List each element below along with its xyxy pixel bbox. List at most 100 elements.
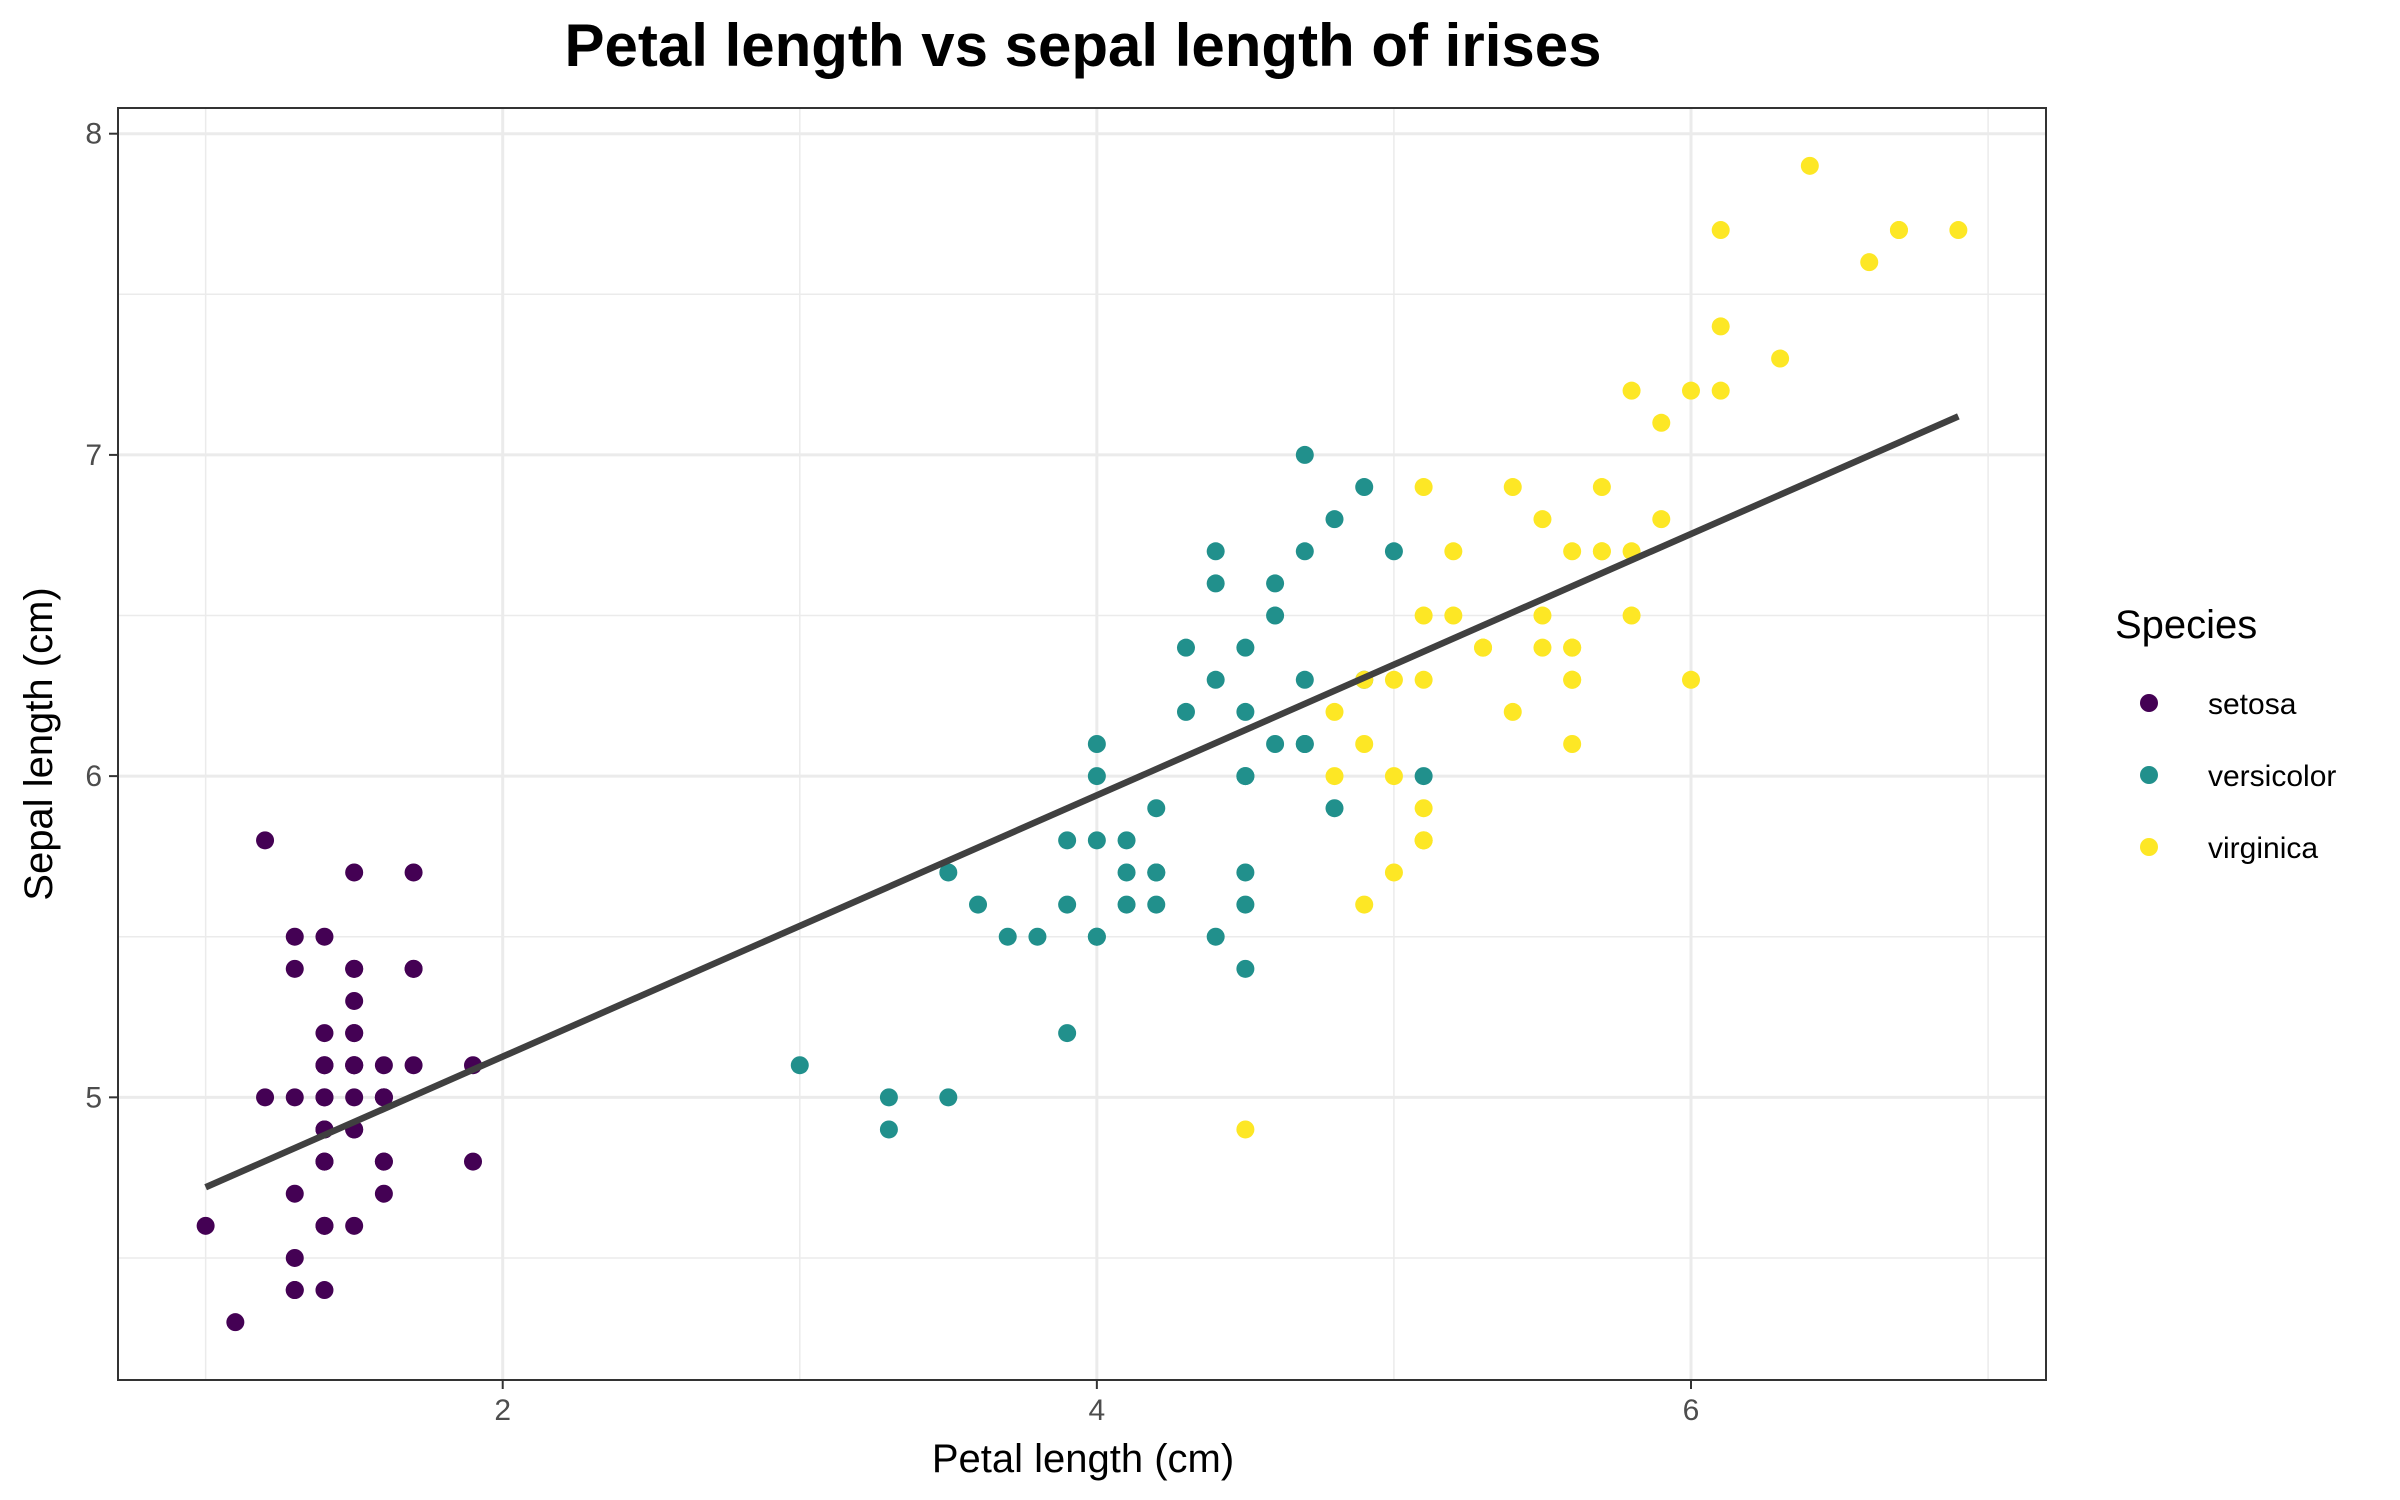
data-point [1533, 638, 1552, 657]
data-point [1384, 863, 1403, 882]
data-point [1176, 638, 1195, 657]
data-point [1652, 413, 1671, 432]
data-point [285, 1248, 304, 1267]
data-point [1087, 767, 1106, 786]
data-point [226, 1313, 245, 1332]
data-point [1414, 606, 1433, 625]
data-point [939, 863, 958, 882]
legend-item-virginica: virginica [2140, 832, 2318, 865]
data-point [285, 959, 304, 978]
legend-items: setosa versicolor virginica [2140, 688, 2336, 865]
data-point [1771, 349, 1790, 368]
data-point [879, 1088, 898, 1107]
series-setosa [196, 831, 483, 1332]
data-point [1206, 542, 1225, 561]
data-point [285, 927, 304, 946]
data-point [1236, 767, 1255, 786]
data-point [1206, 927, 1225, 946]
data-point [1384, 542, 1403, 561]
trend-line [204, 413, 1960, 1191]
data-point [1236, 1120, 1255, 1139]
data-point [1236, 863, 1255, 882]
data-point [285, 1281, 304, 1300]
data-point [1384, 767, 1403, 786]
data-point [1176, 702, 1195, 721]
legend-key [2140, 766, 2158, 784]
chart-title: Petal length vs sepal length of irises [565, 12, 1602, 79]
data-point [1474, 638, 1493, 657]
data-point [1414, 767, 1433, 786]
data-point [345, 991, 364, 1010]
data-point [1058, 1024, 1077, 1043]
data-point [1592, 542, 1611, 561]
x-tick-label: 2 [494, 1394, 511, 1427]
data-point [345, 1088, 364, 1107]
x-tick-label: 6 [1683, 1394, 1700, 1427]
data-point [1681, 670, 1700, 689]
data-point [1325, 702, 1344, 721]
data-point [1503, 702, 1522, 721]
data-point [1533, 510, 1552, 529]
data-point [1444, 542, 1463, 561]
data-point [1236, 702, 1255, 721]
data-point [285, 1184, 304, 1203]
data-point [1147, 863, 1166, 882]
data-point [315, 1056, 334, 1075]
legend-label: versicolor [2208, 760, 2336, 793]
data-point [1087, 735, 1106, 753]
data-point [1266, 574, 1285, 593]
plot-panel [117, 107, 2047, 1381]
data-point [1355, 735, 1374, 753]
data-point [345, 1056, 364, 1075]
data-point [1058, 831, 1077, 850]
data-point [1860, 253, 1879, 272]
data-point [1087, 831, 1106, 850]
data-point [879, 1120, 898, 1139]
data-point [1147, 799, 1166, 818]
data-point [1236, 638, 1255, 657]
data-point [1355, 478, 1374, 497]
series-versicolor [790, 445, 1433, 1139]
data-point [374, 1088, 393, 1107]
data-point [1266, 606, 1285, 625]
y-tick-label: 6 [85, 760, 102, 793]
legend-key [2140, 838, 2158, 856]
data-point [1325, 799, 1344, 818]
data-point [1236, 959, 1255, 978]
data-point [1087, 927, 1106, 946]
panel-border [117, 107, 2047, 1381]
data-point [939, 1088, 958, 1107]
data-point [374, 1056, 393, 1075]
data-point [1503, 478, 1522, 497]
data-point [315, 1281, 334, 1300]
data-point [1533, 606, 1552, 625]
data-point [315, 1152, 334, 1171]
data-point [1711, 221, 1730, 240]
data-point [1206, 670, 1225, 689]
data-point [196, 1216, 215, 1235]
data-point [1384, 670, 1403, 689]
panel-background [118, 108, 2046, 1380]
data-point [315, 927, 334, 946]
data-point [1295, 445, 1314, 464]
data-point [1949, 221, 1968, 240]
data-point [1295, 735, 1314, 753]
data-point [1563, 735, 1582, 753]
data-point [1028, 927, 1047, 946]
data-point [969, 895, 988, 914]
data-point [285, 1088, 304, 1107]
data-point [315, 1216, 334, 1235]
data-point [345, 1216, 364, 1235]
data-point [315, 1024, 334, 1043]
data-point [1563, 542, 1582, 561]
x-tick-label: 4 [1089, 1394, 1106, 1427]
series-virginica [1236, 156, 1968, 1139]
data-point [1414, 670, 1433, 689]
legend: Species setosa versicolor virginica [2115, 603, 2336, 865]
data-point [1592, 478, 1611, 497]
data-point [1058, 895, 1077, 914]
x-axis-title: Petal length (cm) [932, 1437, 1234, 1481]
y-axis-title: Sepal length (cm) [17, 587, 61, 900]
